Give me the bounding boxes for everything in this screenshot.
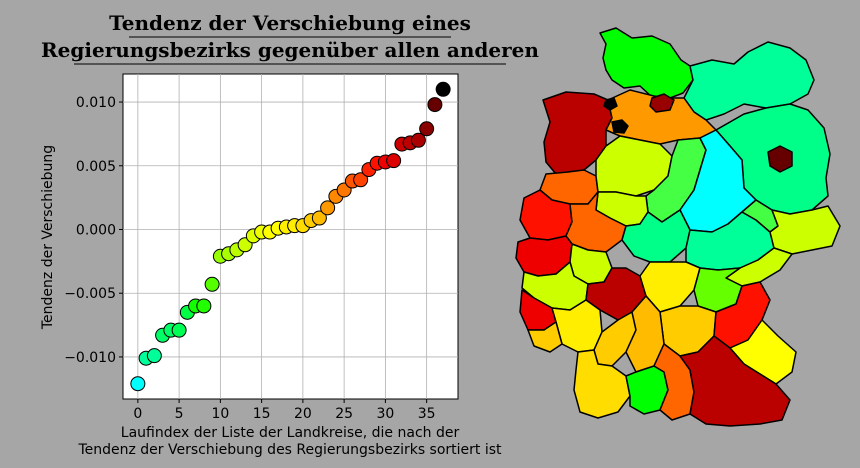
data-point bbox=[146, 348, 162, 364]
data-point bbox=[435, 81, 451, 97]
map-region-dresden bbox=[769, 205, 841, 255]
map-region-schleswig-holstein bbox=[599, 27, 694, 99]
map-region-freiburg bbox=[573, 349, 631, 419]
chart-title-line-2: Regierungsbezirks gegenüber allen andere… bbox=[41, 38, 539, 62]
y-tick-label: 0.000 bbox=[76, 222, 116, 238]
axis-ticks: 0 5 10 15 20 25 30 35 −0.010 −0.005 0.000 0.005 0.01… bbox=[64, 95, 435, 422]
y-tick-label: 0.010 bbox=[76, 95, 116, 111]
y-axis-label: Tendenz der Verschiebung bbox=[40, 145, 56, 330]
map-region-oberbayern bbox=[679, 335, 791, 427]
chart-title-line-1: Tendenz der Verschiebung eines bbox=[109, 11, 471, 35]
data-point bbox=[410, 132, 426, 148]
data-point bbox=[386, 153, 402, 169]
x-tick-label: 15 bbox=[253, 406, 271, 422]
x-tick-label: 0 bbox=[133, 406, 142, 422]
map-region-bremen bbox=[611, 119, 629, 134]
x-tick-label: 20 bbox=[294, 406, 312, 422]
data-point bbox=[419, 121, 435, 137]
data-point bbox=[427, 97, 443, 113]
x-tick-label: 10 bbox=[211, 406, 229, 422]
data-point bbox=[204, 276, 220, 292]
data-point bbox=[171, 322, 187, 338]
x-tick-label: 35 bbox=[418, 406, 436, 422]
map-region-berlin bbox=[767, 145, 793, 173]
y-tick-label: 0.005 bbox=[76, 159, 116, 175]
map-region-hamburg bbox=[649, 93, 675, 113]
data-point bbox=[353, 172, 369, 188]
data-points bbox=[130, 81, 451, 392]
x-tick-label: 5 bbox=[175, 406, 184, 422]
x-axis-label-line-1: Laufindex der Liste der Landkreise, die … bbox=[121, 425, 460, 441]
data-point bbox=[320, 200, 336, 216]
map-region-saarland bbox=[527, 321, 563, 353]
y-tick-label: −0.005 bbox=[64, 286, 116, 302]
x-tick-label: 25 bbox=[335, 406, 353, 422]
data-point bbox=[311, 210, 327, 226]
data-point bbox=[196, 298, 212, 314]
x-tick-label: 30 bbox=[376, 406, 394, 422]
x-axis-label-line-2: Tendenz der Verschiebung des Regierungsb… bbox=[77, 442, 502, 458]
y-tick-label: −0.010 bbox=[64, 350, 116, 366]
map-region-bremerhaven bbox=[603, 97, 618, 111]
data-point bbox=[130, 376, 146, 392]
